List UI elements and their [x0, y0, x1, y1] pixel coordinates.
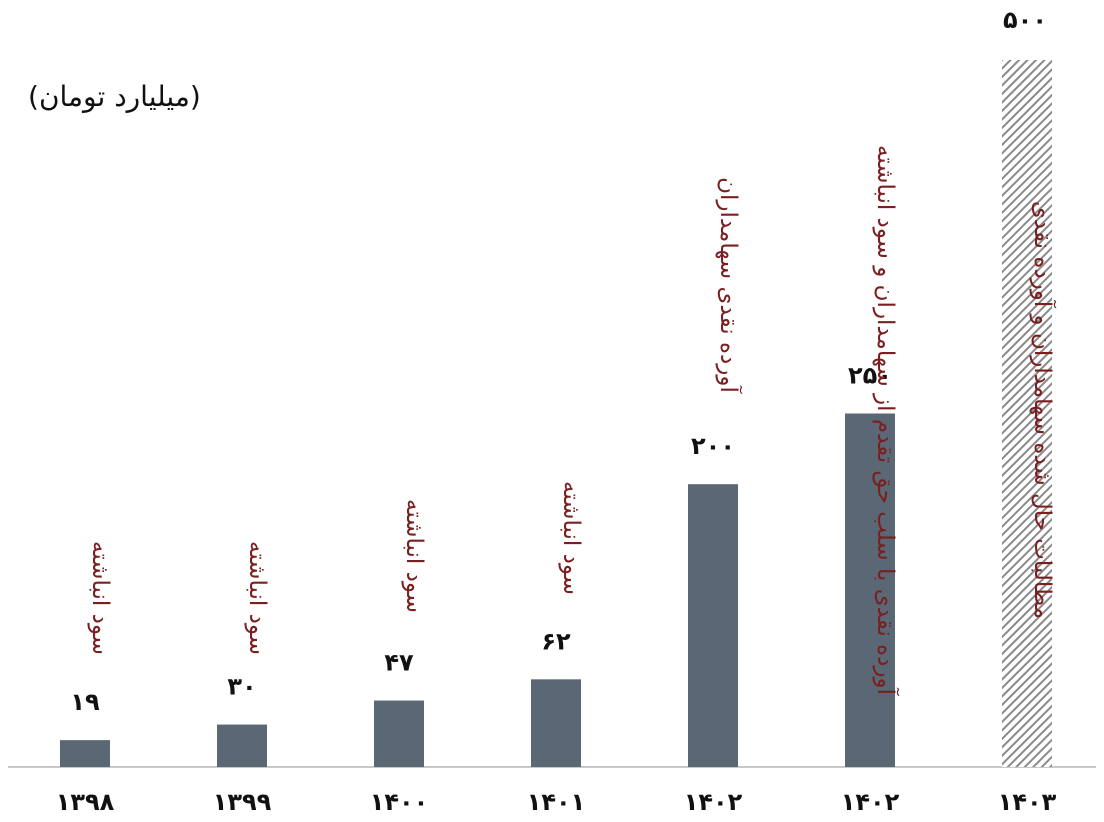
bar-note: سود انباشته: [87, 541, 113, 655]
category-label: ۱۳۹۸: [56, 788, 115, 816]
value-label: ۳۰: [227, 673, 256, 701]
category-label: ۱۴۰۰: [370, 788, 429, 816]
bar: [688, 484, 738, 767]
value-label: ۱۹: [70, 688, 100, 716]
bar-note: آورده نقدی با سلب حق تقدم از سهامداران و…: [872, 145, 900, 697]
bar: [531, 679, 581, 767]
bar: [60, 740, 110, 767]
bar: [374, 700, 424, 767]
unit-label: (میلیارد تومان): [28, 80, 201, 113]
category-label: ۱۴۰۳: [998, 788, 1057, 816]
value-label: ۲۰۰: [691, 432, 735, 460]
bar-note: سود انباشته: [401, 499, 427, 613]
category-label: ۱۴۰۲: [841, 788, 900, 816]
bar: [845, 413, 895, 767]
bar: [217, 724, 267, 767]
bar-note: سود انباشته: [244, 541, 270, 655]
value-label: ۴۷: [384, 649, 414, 677]
bar: [1002, 60, 1052, 767]
value-label: ۲۵۰: [848, 362, 892, 390]
bar-note: سود انباشته: [558, 481, 584, 595]
value-label: ۶۲: [541, 627, 571, 655]
category-label: ۱۴۰۲: [684, 788, 743, 816]
bar-note: مطالبات حال شده سهامداران و آورده نقدی: [1029, 201, 1057, 619]
category-label: ۱۳۹۹: [213, 788, 272, 816]
bar-note: آورده نقدی سهامداران: [715, 177, 743, 394]
value-label: ۵۰۰: [1003, 6, 1047, 34]
category-label: ۱۴۰۱: [527, 788, 586, 816]
